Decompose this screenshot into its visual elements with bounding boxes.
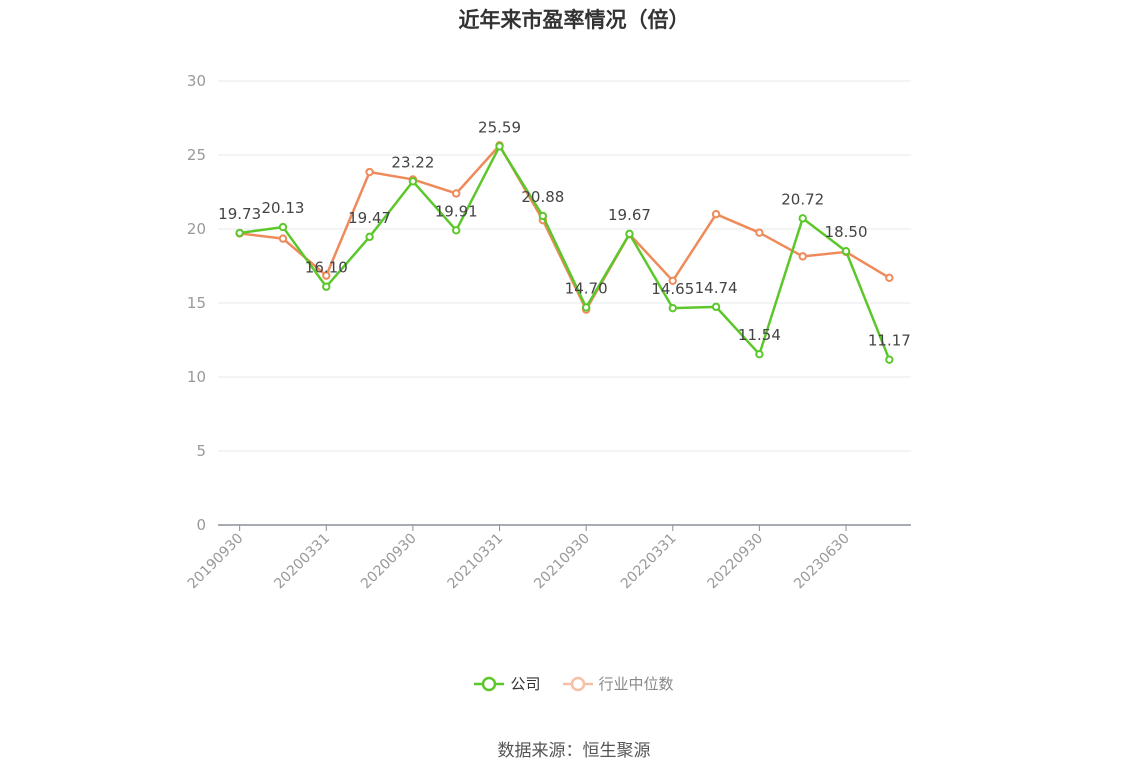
x-tick-label: 20200930 xyxy=(358,531,420,593)
x-tick-label: 20190930 xyxy=(185,531,247,593)
data-label: 19.47 xyxy=(348,209,391,227)
y-tick-label: 10 xyxy=(187,368,206,386)
chart-title: 近年来市盈率情况（倍） xyxy=(458,8,690,32)
data-point-industry-median xyxy=(278,234,288,243)
data-point-company xyxy=(495,142,504,151)
data-point-company xyxy=(235,228,244,238)
data-source: 数据来源：恒生聚源 xyxy=(497,741,651,761)
data-point-company xyxy=(625,229,634,239)
data-point-industry-median xyxy=(668,276,677,285)
legend-marker-company xyxy=(474,676,505,692)
data-point-industry-median xyxy=(798,252,807,261)
legend-item-company[interactable]: 公司 xyxy=(474,673,541,695)
y-tick-label: 0 xyxy=(196,516,206,534)
data-point-company xyxy=(668,303,677,313)
legend-item-industry-median[interactable]: 行业中位数 xyxy=(562,673,674,695)
data-point-company xyxy=(798,214,807,223)
data-label: 11.17 xyxy=(868,332,911,350)
y-tick-label: 15 xyxy=(187,294,206,312)
data-point-industry-median xyxy=(755,228,764,237)
y-tick-label: 20 xyxy=(187,220,206,238)
x-tick-label: 20210331 xyxy=(445,531,507,593)
data-point-company xyxy=(581,303,591,312)
data-point-company xyxy=(322,282,331,291)
data-label: 14.74 xyxy=(695,279,738,297)
x-tick-label: 20220331 xyxy=(618,531,680,593)
data-point-industry-median xyxy=(711,210,721,219)
x-tick-label: 20230630 xyxy=(791,531,853,593)
data-label: 19.73 xyxy=(218,205,261,223)
x-tick-label: 20200331 xyxy=(271,531,333,593)
data-point-company xyxy=(365,232,374,242)
data-point-company xyxy=(538,211,548,221)
series-line-industry-median xyxy=(239,144,890,311)
legend-label-industry-median: 行业中位数 xyxy=(598,675,674,693)
x-tick-label: 20220930 xyxy=(705,531,767,593)
legend-marker-industry-median xyxy=(562,676,593,692)
data-label: 14.70 xyxy=(565,279,608,297)
data-point-company xyxy=(711,302,721,312)
data-point-industry-median xyxy=(452,189,461,198)
legend: 公司 行业中位数 xyxy=(0,673,1148,695)
series-line-company xyxy=(239,145,891,361)
data-label: 20.13 xyxy=(261,199,304,217)
x-tick-label: 20210930 xyxy=(531,531,593,593)
data-point-company xyxy=(452,226,461,235)
legend-label-company: 公司 xyxy=(510,675,541,693)
data-label: 25.59 xyxy=(478,118,521,136)
y-tick-label: 5 xyxy=(196,442,206,460)
data-label: 16.10 xyxy=(305,259,348,277)
data-point-industry-median xyxy=(322,271,331,280)
data-point-company xyxy=(278,222,288,232)
data-label: 20.88 xyxy=(521,188,564,206)
data-label: 19.67 xyxy=(608,206,651,224)
data-point-company xyxy=(755,350,764,359)
data-label: 19.91 xyxy=(435,202,478,220)
data-point-company xyxy=(885,355,894,364)
data-point-industry-median xyxy=(885,273,894,283)
data-label: 14.65 xyxy=(651,280,694,298)
data-label: 23.22 xyxy=(391,153,434,171)
data-point-company xyxy=(408,177,418,186)
data-point-company xyxy=(841,247,851,256)
data-label: 20.72 xyxy=(781,190,824,208)
y-tick-label: 30 xyxy=(187,72,206,90)
data-point-industry-median xyxy=(365,167,374,177)
data-label: 11.54 xyxy=(738,326,781,344)
data-label: 18.50 xyxy=(825,223,868,241)
y-tick-label: 25 xyxy=(187,146,206,164)
